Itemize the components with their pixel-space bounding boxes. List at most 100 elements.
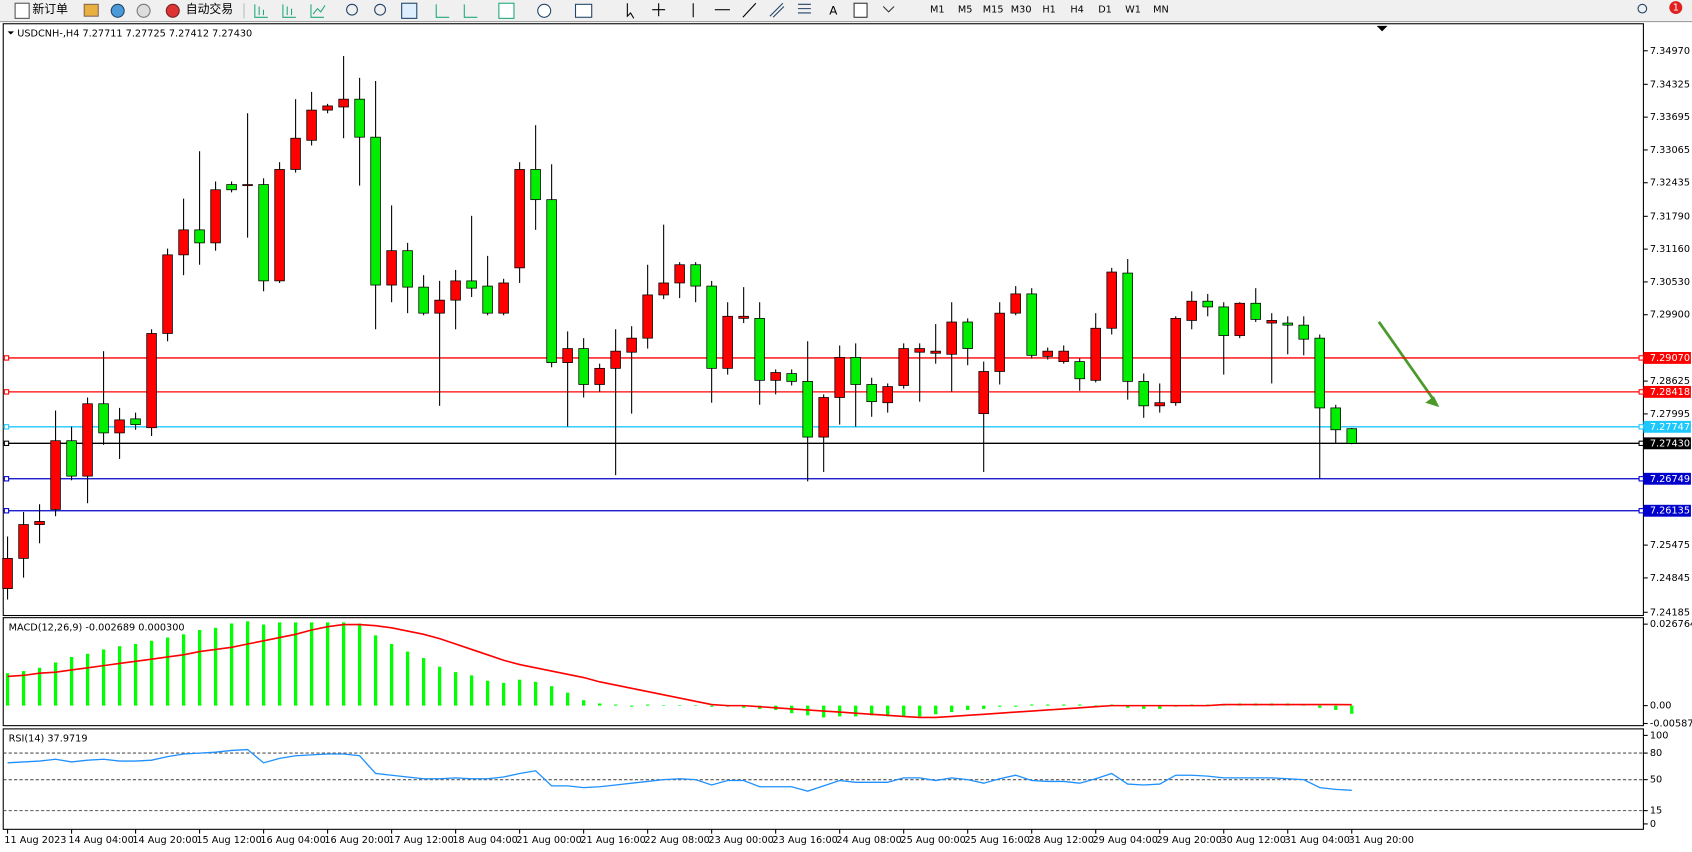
macd-bar	[1062, 704, 1066, 706]
x-tick-label: 29 Aug 04:00	[1092, 835, 1157, 846]
auto-trading-button[interactable]: 自动交易	[186, 2, 233, 16]
toolbar-icon[interactable]	[136, 3, 151, 18]
macd-bar	[1030, 704, 1034, 706]
timeframe-button[interactable]: W1	[1125, 5, 1141, 16]
macd-bar	[838, 705, 842, 717]
candle-body	[434, 299, 445, 314]
timeframe-button[interactable]: M15	[983, 5, 1004, 16]
y-tick-label: 50	[1650, 775, 1662, 786]
macd-bar	[854, 705, 858, 717]
y-tick-label: 7.33695	[1650, 112, 1690, 123]
timeframe-button[interactable]: H1	[1042, 5, 1055, 16]
price-label-bg	[1643, 504, 1691, 517]
panel-frame	[2, 23, 1644, 617]
symbol-marker	[7, 31, 15, 35]
macd-bar	[277, 622, 282, 706]
timeframe-button[interactable]: M1	[930, 5, 945, 16]
price-line-handle	[1638, 355, 1644, 361]
candle-body	[1010, 293, 1021, 314]
toolbar-icon[interactable]	[110, 3, 125, 18]
candle-body	[610, 350, 621, 369]
candle-body	[1106, 271, 1117, 329]
candle-body	[530, 169, 541, 201]
timeframe-button[interactable]: MN	[1153, 5, 1169, 16]
y-tick-label: 0	[1650, 819, 1656, 830]
toolbar-icon[interactable]	[463, 4, 478, 18]
trendline-tool[interactable]	[742, 2, 757, 18]
timeframe-button[interactable]: H4	[1070, 5, 1083, 16]
candle-body	[1314, 337, 1325, 409]
y-tick-label: 7.24845	[1650, 573, 1690, 584]
candle-body	[1170, 317, 1181, 404]
fibo-tool[interactable]	[797, 3, 811, 14]
candle-body	[882, 386, 893, 404]
channel-tool[interactable]	[769, 2, 785, 18]
timeframe-button[interactable]: D1	[1098, 5, 1112, 16]
macd-bar	[470, 675, 474, 706]
new-order-button[interactable]: 新订单	[32, 2, 68, 16]
cursor-tool[interactable]	[626, 3, 635, 19]
macd-bar	[502, 682, 506, 706]
price-label: 7.27747	[1650, 422, 1690, 433]
macd-bar	[902, 705, 906, 717]
x-tick-label: 23 Aug 16:00	[772, 835, 837, 846]
macd-bar	[133, 644, 138, 706]
macd-bar	[582, 700, 586, 706]
crosshair-tool[interactable]	[652, 3, 666, 17]
y-tick-label: 7.34325	[1650, 79, 1690, 90]
price-label-bg	[1643, 437, 1691, 450]
y-tick-label: 7.28625	[1650, 376, 1690, 387]
line-chart-tool[interactable]	[310, 4, 326, 18]
candle-body	[1202, 300, 1213, 308]
tile-windows[interactable]	[401, 2, 418, 19]
toolbar-icon[interactable]	[83, 3, 99, 17]
price-label-bg	[1643, 420, 1691, 433]
plots: USDCNH-,H4 7.27711 7.27725 7.27412 7.274…	[2, 23, 1692, 846]
x-tick-label: 30 Aug 12:00	[1220, 835, 1285, 846]
candle-body	[994, 312, 1005, 372]
candle-body	[850, 357, 861, 385]
price-line-handle	[1638, 508, 1644, 514]
label-tool[interactable]	[853, 2, 868, 18]
candle-body	[498, 282, 509, 314]
macd-bar	[694, 705, 698, 706]
y-tick-label: 7.27995	[1650, 409, 1690, 420]
macd-bar	[1014, 705, 1018, 707]
candle-body	[338, 98, 349, 108]
arrows-tool[interactable]	[882, 6, 895, 13]
candle-body	[738, 315, 749, 319]
candle-body	[370, 136, 381, 286]
candle-body	[642, 294, 653, 339]
y-tick-label: 0.00	[1650, 701, 1672, 712]
price-line-handle	[1638, 389, 1644, 395]
timeframe-button[interactable]: M5	[958, 5, 973, 16]
candle-body	[1090, 327, 1101, 381]
price-line-handle	[3, 476, 10, 482]
notification-badge[interactable]	[1669, 1, 1683, 15]
toolbar-icon[interactable]	[435, 4, 450, 18]
indicators[interactable]	[498, 2, 515, 19]
zoom-in[interactable]	[346, 3, 358, 16]
bar-chart-tool[interactable]	[254, 4, 268, 18]
auto-trading-icon[interactable]	[165, 3, 180, 18]
zoom-out[interactable]	[374, 3, 387, 16]
signal-line	[7, 623, 1352, 719]
templates[interactable]	[574, 3, 593, 18]
new-order-icon[interactable]	[14, 2, 30, 19]
badge-count: 1	[1673, 3, 1679, 14]
x-tick-label: 16 Aug 04:00	[260, 835, 325, 846]
candle-chart-tool[interactable]	[282, 4, 296, 18]
timeframe-button[interactable]: M30	[1011, 5, 1032, 16]
search-button[interactable]	[1637, 3, 1648, 14]
macd-bar	[1350, 705, 1354, 714]
macd-bar	[998, 705, 1002, 707]
periods[interactable]	[537, 3, 552, 18]
x-tick-label: 11 Aug 2023	[4, 835, 66, 846]
candle-body	[706, 285, 717, 369]
candle-body	[930, 350, 941, 354]
y-tick-label: 7.30530	[1650, 277, 1690, 288]
macd-bar	[662, 705, 666, 706]
candle-body	[1298, 324, 1309, 340]
panel-title: MACD(12,26,9) -0.002689 0.000300	[9, 622, 185, 633]
text-tool[interactable]: A	[829, 3, 838, 17]
